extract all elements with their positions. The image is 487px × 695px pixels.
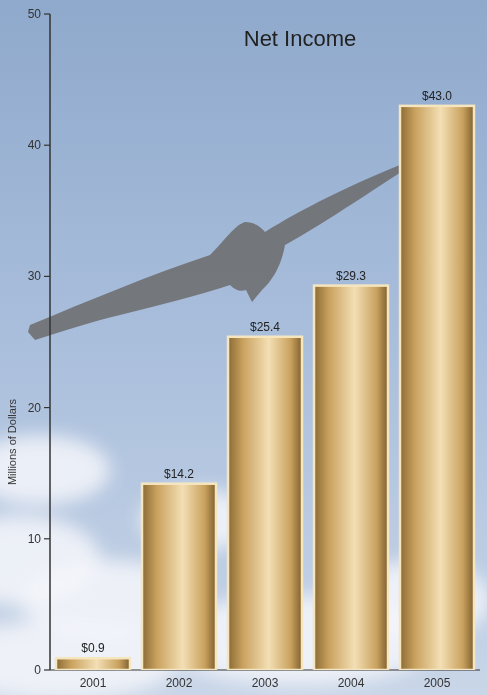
y-tick (44, 669, 50, 670)
data-label: $14.2 (164, 467, 194, 481)
data-label: $29.3 (336, 269, 366, 283)
bar (314, 286, 388, 670)
y-tick (44, 13, 50, 14)
x-tick-label: 2002 (166, 676, 193, 690)
x-tick-label: 2004 (338, 676, 365, 690)
chart: Net Income 0 10 20 30 40 50 Millions of Dollars… (0, 0, 487, 695)
y-tick (44, 538, 50, 539)
y-tick-label: 0 (34, 663, 41, 677)
y-tick-label: 10 (28, 532, 42, 546)
y-tick-label: 20 (28, 401, 42, 415)
data-label: $25.4 (250, 320, 280, 334)
x-tick-label: 2005 (424, 676, 451, 690)
bars (56, 106, 474, 670)
y-tick-label: 50 (28, 7, 42, 21)
y-tick (44, 276, 50, 277)
background (0, 0, 487, 695)
y-tick-label: 40 (28, 138, 42, 152)
data-label: $0.9 (81, 641, 105, 655)
y-axis (49, 14, 51, 670)
data-label: $43.0 (422, 89, 452, 103)
y-axis-title: Millions of Dollars (6, 398, 18, 485)
x-tick-label: 2001 (80, 676, 107, 690)
y-tick-label: 30 (28, 269, 42, 283)
title: Net Income (244, 26, 357, 51)
x-tick-label: 2003 (252, 676, 279, 690)
bar (228, 337, 302, 670)
y-tick (44, 145, 50, 146)
bar (56, 658, 130, 670)
bar (142, 484, 216, 670)
y-tick (44, 407, 50, 408)
bar (400, 106, 474, 670)
